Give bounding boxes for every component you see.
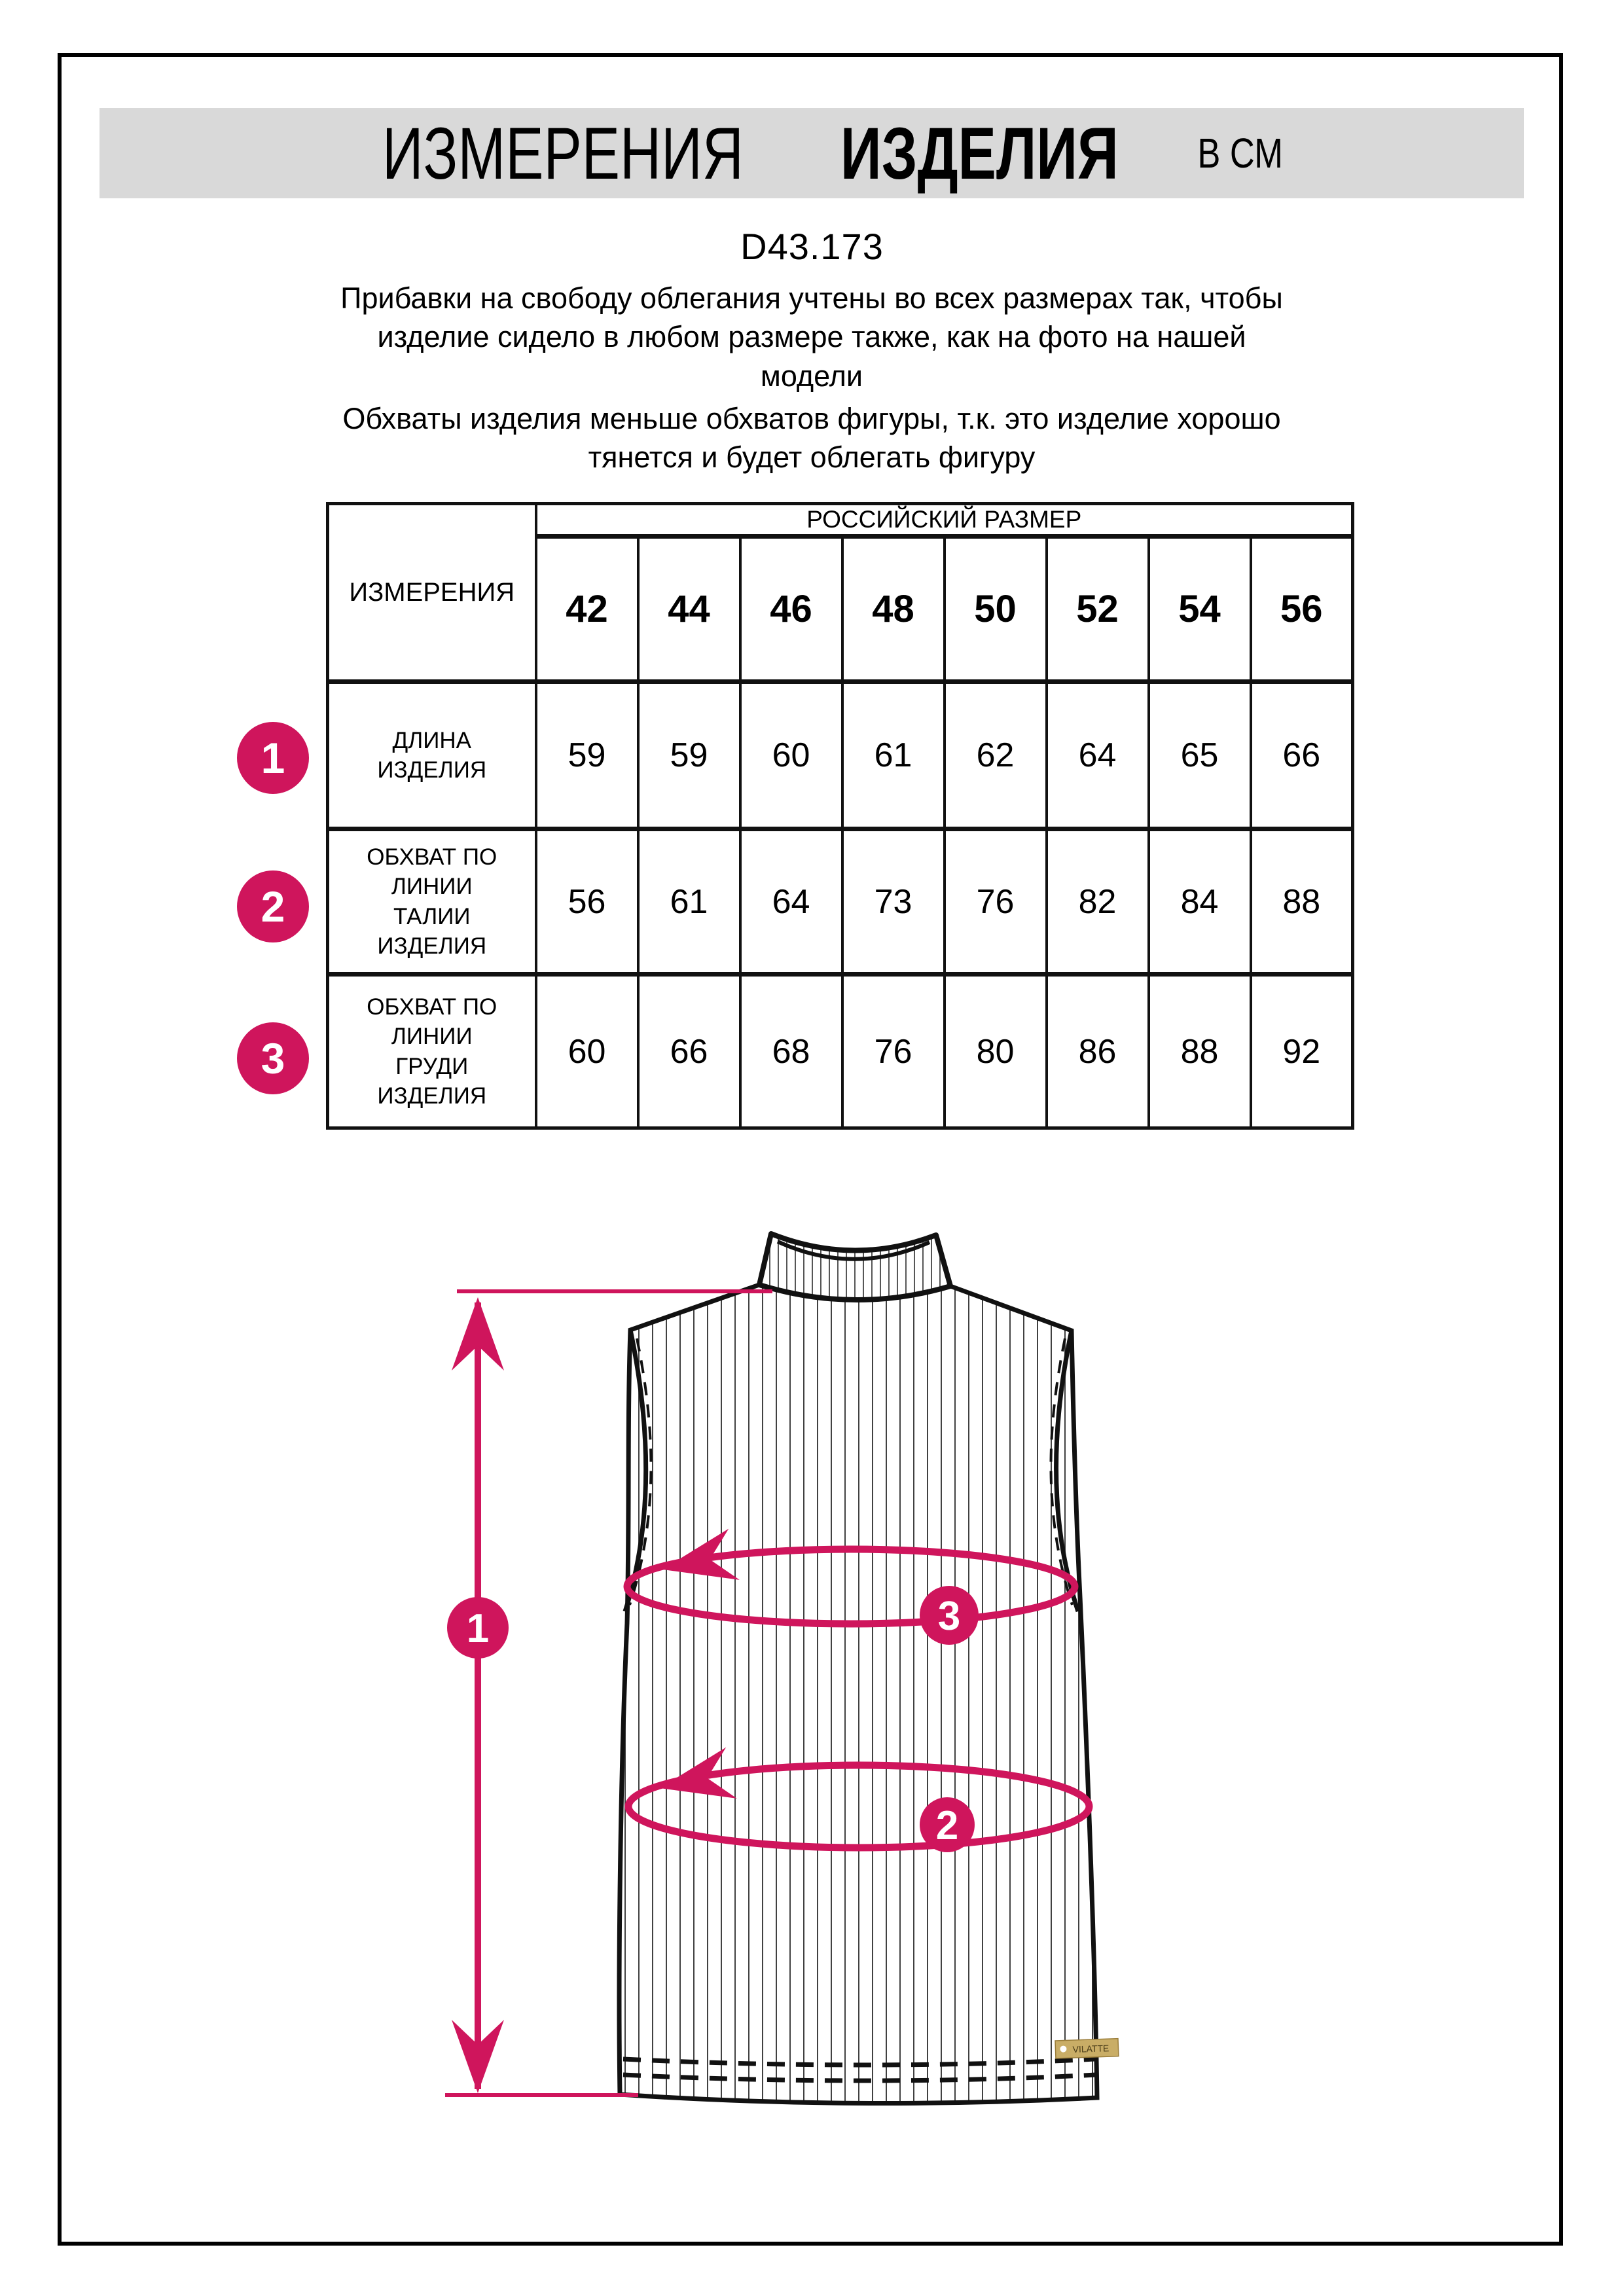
article-code: D43.173	[740, 226, 884, 267]
chest-marker-badge: 3	[920, 1586, 979, 1645]
waist-marker-badge: 2	[920, 1797, 975, 1852]
value-cell: 64	[1045, 680, 1150, 831]
row-marker-2-badge: 2	[237, 870, 309, 942]
length-marker-badge: 1	[447, 1597, 509, 1659]
measurement-label: ДЛИНА ИЗДЕЛИЯ	[326, 680, 537, 831]
right-armhole-seam-dashed	[1049, 1338, 1074, 1605]
size-header-row: 42 44 46 48 50 52 54 56	[328, 535, 1354, 684]
length-marker-number: 1	[467, 1606, 489, 1651]
size-header-cell: 48	[840, 535, 946, 684]
group-header-russian-size: РОССИЙСКИЙ РАЗМЕР	[534, 502, 1354, 539]
value-cell: 61	[840, 680, 946, 831]
value-cell: 59	[534, 680, 640, 831]
chest-girth-ellipse	[623, 1545, 1079, 1628]
collar-inner-edge	[776, 1240, 931, 1261]
corner-label: ИЗМЕРЕНИЯ	[326, 502, 537, 684]
value-cell: 84	[1147, 827, 1252, 977]
brand-label-tag: VILATTE	[1055, 2037, 1119, 2059]
size-header-cell: 50	[943, 535, 1048, 684]
left-armhole-seam-dashed	[628, 1338, 653, 1605]
brand-label-text: VILATTE	[1072, 2043, 1109, 2054]
value-cell: 62	[943, 680, 1048, 831]
size-header-cell: 56	[1249, 535, 1354, 684]
value-cell: 56	[534, 827, 640, 977]
note-stretch: Обхваты изделия меньше обхватов фигуры, …	[342, 402, 1281, 475]
size-table: ИЗМЕРЕНИЯ РОССИЙСКИЙ РАЗМЕР 42 44 46 48 …	[326, 502, 1354, 1130]
title-unit: В СМ	[1197, 130, 1283, 177]
value-cell: 64	[738, 827, 844, 977]
title-measurements: ИЗМЕРЕНИЯ	[382, 112, 744, 194]
measurement-annotations: 1 3 2	[445, 1289, 1093, 2097]
title-product: ИЗДЕЛИЯ	[840, 112, 1119, 194]
value-cell: 65	[1147, 680, 1252, 831]
table-row-waist-girth: ОБХВАТ ПО ЛИНИИ ТАЛИИ ИЗДЕЛИЯ 56 61 64 7…	[326, 827, 1354, 977]
garment-diagram: VILATTE 1 3 2	[445, 1231, 1119, 2106]
waist-girth-ellipse	[624, 1761, 1093, 1852]
value-cell: 82	[1045, 827, 1150, 977]
size-header-cell: 46	[738, 535, 844, 684]
title-bar: ИЗМЕРЕНИЯ ИЗДЕЛИЯ В СМ	[99, 108, 1524, 198]
size-header-cell: 52	[1045, 535, 1150, 684]
value-cell: 60	[738, 680, 844, 831]
garment-body: VILATTE	[617, 1231, 1119, 2106]
value-cell: 73	[840, 827, 946, 977]
chest-marker-number: 3	[938, 1594, 960, 1639]
value-cell: 88	[1147, 973, 1252, 1130]
table-row-length: ДЛИНА ИЗДЕЛИЯ 59 59 60 61 62 64 65 66	[326, 680, 1354, 831]
value-cell: 76	[943, 827, 1048, 977]
value-cell: 76	[840, 973, 946, 1130]
value-cell: 59	[636, 680, 742, 831]
value-cell: 60	[534, 973, 640, 1130]
value-cell: 66	[1249, 680, 1354, 831]
value-cell: 88	[1249, 827, 1354, 977]
measurement-label: ОБХВАТ ПО ЛИНИИ ТАЛИИ ИЗДЕЛИЯ	[326, 827, 537, 977]
size-header-cell: 54	[1147, 535, 1252, 684]
note-fit-allowance: Прибавки на свободу облегания учтены во …	[340, 281, 1283, 393]
value-cell: 92	[1249, 973, 1354, 1130]
value-cell: 66	[636, 973, 742, 1130]
value-cell: 61	[636, 827, 742, 977]
page-border	[58, 53, 1563, 2246]
measurement-label: ОБХВАТ ПО ЛИНИИ ГРУДИ ИЗДЕЛИЯ	[326, 973, 537, 1130]
size-header-cell: 42	[534, 535, 640, 684]
row-marker-1-badge: 1	[237, 722, 309, 794]
row-marker-3-badge: 3	[237, 1022, 309, 1094]
label-grommet	[1060, 2045, 1067, 2053]
value-cell: 68	[738, 973, 844, 1130]
body-rib-texture	[617, 1282, 1100, 2106]
size-header-cell: 44	[636, 535, 742, 684]
table-row-chest-girth: ОБХВАТ ПО ЛИНИИ ГРУДИ ИЗДЕЛИЯ 60 66 68 7…	[326, 973, 1354, 1130]
value-cell: 86	[1045, 973, 1150, 1130]
hem-stitch-line-lower	[623, 2072, 1096, 2083]
waist-marker-number: 2	[936, 1803, 958, 1848]
hem-stitch-line-upper	[623, 2056, 1095, 2068]
value-cell: 80	[943, 973, 1048, 1130]
